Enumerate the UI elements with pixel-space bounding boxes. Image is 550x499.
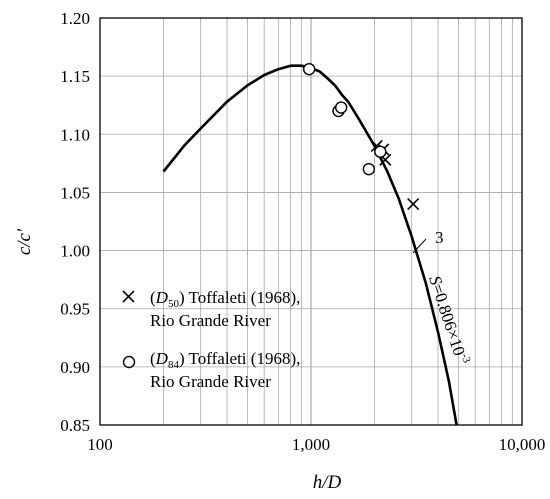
data-point-circle <box>374 145 387 158</box>
y-tick-label: 1.20 <box>60 9 90 28</box>
legend-label-d50-line2: Rio Grande River <box>150 311 271 330</box>
grid <box>100 18 522 425</box>
data-point-circle <box>362 162 376 176</box>
curve-label: 3 <box>435 228 444 247</box>
legend-label-d84-line2: Rio Grande River <box>150 372 271 391</box>
curve-layer <box>162 64 458 426</box>
ticks: 100 1,000 10,000 0.85 0.90 0.95 1.00 1.05 1.10 1.… <box>60 9 545 454</box>
curve-label-leader <box>412 238 427 254</box>
legend-marker-d84 <box>122 355 136 369</box>
legend-label-d50: (D50) Toffaleti (1968), <box>150 288 300 310</box>
y-axis-label: c/c′ <box>14 228 35 255</box>
x-tick-label: 1,000 <box>292 435 330 454</box>
slope-annotation: S=0.806×10-3 <box>425 273 473 367</box>
x-axis-label: h/D <box>313 472 342 493</box>
x-tick-label: 10,000 <box>499 435 546 454</box>
y-tick-label: 0.95 <box>60 300 90 319</box>
legend-marker-d50 <box>122 290 135 303</box>
y-tick-label: 0.85 <box>60 416 90 435</box>
y-tick-label: 0.90 <box>60 358 90 377</box>
data-point-x-stroke <box>370 139 383 152</box>
y-tick-label: 1.15 <box>60 67 90 86</box>
data-point-circle <box>302 62 316 76</box>
y-tick-label: 1.10 <box>60 125 90 144</box>
legend-label-d84: (D84) Toffaleti (1968), <box>150 349 300 371</box>
x-tick-label: 100 <box>87 435 113 454</box>
y-tick-label: 1.05 <box>60 183 90 202</box>
y-tick-label: 1.00 <box>60 242 90 261</box>
data-point-circle <box>334 101 348 114</box>
plot-frame <box>99 17 523 426</box>
points-layer <box>302 62 420 211</box>
legend: (D50) Toffaleti (1968), Rio Grande River… <box>122 288 300 391</box>
data-point-x-stroke <box>407 197 420 211</box>
data-point-x <box>407 197 420 211</box>
data-point-x-stroke <box>379 153 392 166</box>
curve-3-line <box>162 64 458 426</box>
